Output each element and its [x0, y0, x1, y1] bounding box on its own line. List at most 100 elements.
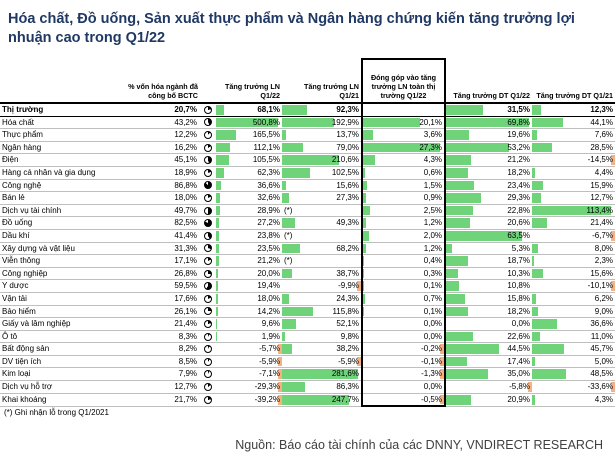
cell-pie	[200, 166, 216, 180]
cell-value: 27,2%	[257, 218, 280, 228]
cell-contrib: 0,7%	[361, 292, 446, 306]
table-body: Thị trường 20,7% 68,1% 92,3% 31,5% 12,3% Hóa c…	[0, 103, 615, 408]
pie-icon	[204, 345, 212, 354]
cell-value: 192,9%	[331, 117, 359, 127]
cell-dt: 22,6%	[445, 330, 532, 344]
cell-ln: 1,9%	[216, 330, 282, 344]
cell-value: -5,8%	[509, 382, 530, 392]
cell-dt21: -14,5%	[532, 153, 615, 167]
bar-fill	[532, 319, 558, 329]
bar-fill	[216, 243, 219, 254]
cell-dt: 29,3%	[445, 191, 532, 205]
cell-value: 53,2%	[507, 142, 530, 152]
cell-ln21: 92,3%	[282, 103, 362, 117]
bar-fill	[282, 344, 293, 354]
cell-value: 0,1%	[423, 281, 442, 291]
cell-ln21: 13,7%	[282, 128, 362, 142]
cell-ln: 112,1%	[216, 141, 282, 155]
bar-fill	[446, 356, 467, 367]
cell-sector-name: Ngân hàng	[0, 141, 118, 155]
cell-sector-name: Dầu khí	[0, 229, 118, 243]
cell-sector-name: Khai khoáng	[0, 393, 118, 407]
bar-fill	[216, 205, 220, 216]
table-row: Công nghệ 86,8% 36,6% 15,6% 1,5% 23,4% 15,9%	[0, 179, 615, 193]
cell-value: 22,6%	[507, 331, 530, 341]
cell-value: -6,7%	[592, 230, 613, 240]
growth-table: % vốn hóa ngành đã công bố BCTC Tăng trư…	[0, 58, 615, 408]
cell-ln21: 52,1%	[282, 317, 362, 331]
cell-pie	[200, 191, 216, 205]
cell-value: -5,7%	[259, 344, 280, 354]
cell-value: 1,2%	[423, 243, 442, 253]
cell-value: 9,6%	[261, 319, 280, 329]
cell-dt: -5,8%	[445, 380, 532, 394]
cell-sector-name: Kim loại	[0, 367, 118, 382]
cell-value: -14,5%	[587, 155, 613, 165]
cell-ln: 500,8%	[216, 116, 282, 130]
bar-fill	[532, 243, 538, 254]
header-name	[0, 59, 118, 104]
table-row: Thực phẩm 12,2% 165,5% 13,7% 3,6% 19,6% 7,6%	[0, 128, 615, 142]
cell-value: 0,3%	[423, 268, 442, 278]
cell-share: 7,9%	[118, 367, 200, 382]
cell-value: 20,0%	[257, 268, 280, 278]
cell-value: 31,5%	[507, 105, 530, 114]
cell-value: -0,1%	[421, 356, 442, 366]
cell-value: 8,0%	[594, 243, 613, 253]
cell-ln: 36,6%	[216, 179, 282, 193]
bar-fill	[282, 369, 358, 380]
cell-value: -7,1%	[259, 369, 280, 379]
cell-value: 9,8%	[340, 331, 359, 341]
cell-value: 247,7%	[331, 394, 359, 404]
cell-dt: 20,9%	[445, 393, 532, 407]
cell-pie	[200, 242, 216, 256]
cell-dt: 15,8%	[445, 292, 532, 306]
cell-ln21: 27,3%	[282, 191, 362, 205]
cell-share: 18,0%	[118, 191, 200, 205]
pie-icon	[204, 194, 212, 203]
cell-value: 13,7%	[336, 130, 359, 140]
cell-ln: 27,2%	[216, 216, 282, 230]
table-row: Giấy và lâm nghiệp 21,4% 9,6% 52,1% 0,0% 0,0%…	[0, 317, 615, 331]
cell-sector-name: Công nghệ	[0, 179, 118, 193]
cell-contrib: 27,3%	[361, 141, 446, 155]
cell-ln21: 115,8%	[282, 305, 362, 319]
cell-ln: 68,1%	[216, 103, 282, 117]
cell-dt: 23,4%	[445, 179, 532, 193]
bar-fill	[282, 394, 349, 405]
cell-dt: 17,4%	[445, 355, 532, 369]
bar-fill	[363, 243, 367, 254]
cell-contrib: 0,0%	[361, 317, 446, 331]
cell-ln: 18,0%	[216, 292, 282, 306]
pie-icon	[204, 282, 212, 291]
bar-fill	[282, 155, 339, 165]
cell-value: 0,0%	[423, 331, 442, 341]
header-ln-q121: Tăng trưởng LN Q1/21	[282, 59, 362, 104]
cell-value: 281,6%	[331, 369, 359, 379]
cell-value: 15,6%	[336, 180, 359, 190]
cell-sector-name: DV tiện ích	[0, 355, 118, 369]
cell-value: -29,3%	[254, 382, 280, 392]
bar-fill	[440, 394, 444, 405]
bar-fill	[532, 105, 541, 115]
bar-fill	[363, 230, 369, 241]
cell-value: 12,7%	[590, 193, 613, 203]
cell-ln: 165,5%	[216, 128, 282, 142]
bar-fill	[532, 293, 537, 304]
cell-value: 14,2%	[257, 306, 280, 316]
bar-fill	[446, 167, 468, 178]
bar-fill	[440, 369, 444, 380]
cell-value: -5,9%	[259, 356, 280, 366]
cell-value: 28,5%	[590, 142, 613, 152]
cell-dt21: 45,7%	[532, 342, 615, 356]
table-row: Hàng cá nhân và gia dụng 18,9% 62,3% 102,5%…	[0, 166, 615, 180]
cell-ln: -29,3%	[216, 380, 282, 394]
loss-note: (*)	[284, 256, 293, 266]
bar-fill	[446, 205, 474, 216]
bar-fill	[446, 293, 465, 304]
cell-sector-name: Bán lẻ	[0, 191, 118, 205]
cell-ln: -5,9%	[216, 355, 282, 369]
bar-fill	[282, 167, 310, 178]
cell-sector-name: Hóa chất	[0, 116, 118, 130]
cell-value: 68,1%	[257, 105, 280, 114]
